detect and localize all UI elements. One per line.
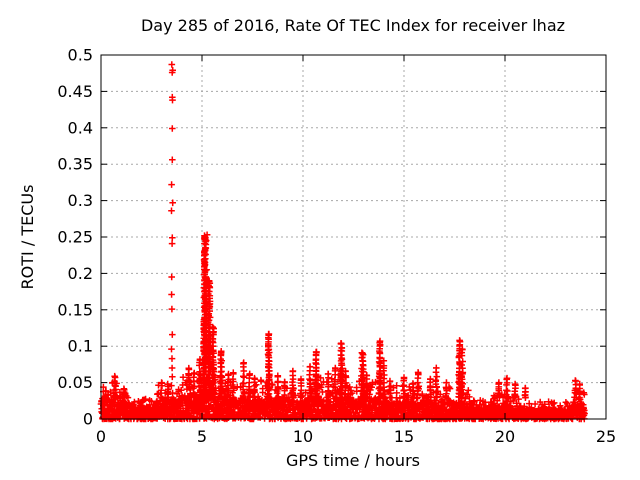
y-tick-label: 0.3 [68, 191, 93, 210]
y-tick-label: 0.45 [57, 82, 93, 101]
x-axis-label: GPS time / hours [286, 451, 420, 470]
y-tick-label: 0 [83, 410, 93, 429]
y-tick-label: 0.5 [68, 46, 93, 65]
y-tick-label: 0.05 [57, 373, 93, 392]
y-axis-label: ROTI / TECUs [18, 185, 37, 290]
y-tick-label: 0.2 [68, 264, 93, 283]
x-tick-label: 20 [495, 427, 515, 446]
chart-title: Day 285 of 2016, Rate Of TEC Index for r… [141, 16, 565, 35]
x-tick-label: 25 [596, 427, 616, 446]
data-series-points [97, 61, 588, 423]
x-tick-label: 5 [197, 427, 207, 446]
tick-labels: 0 0.05 0.1 0.15 0.2 0.25 0.3 0.35 0.4 0.45 0.5 0 5 10… [57, 46, 616, 447]
y-tick-label: 0.35 [57, 155, 93, 174]
axis-ticks [100, 54, 607, 420]
y-tick-label: 0.15 [57, 300, 93, 319]
y-tick-label: 0.25 [57, 228, 93, 247]
y-tick-label: 0.1 [68, 337, 93, 356]
x-tick-label: 10 [293, 427, 313, 446]
x-tick-label: 15 [394, 427, 414, 446]
plot-gridlines [101, 55, 606, 419]
x-tick-label: 0 [96, 427, 106, 446]
y-tick-label: 0.4 [68, 118, 93, 137]
